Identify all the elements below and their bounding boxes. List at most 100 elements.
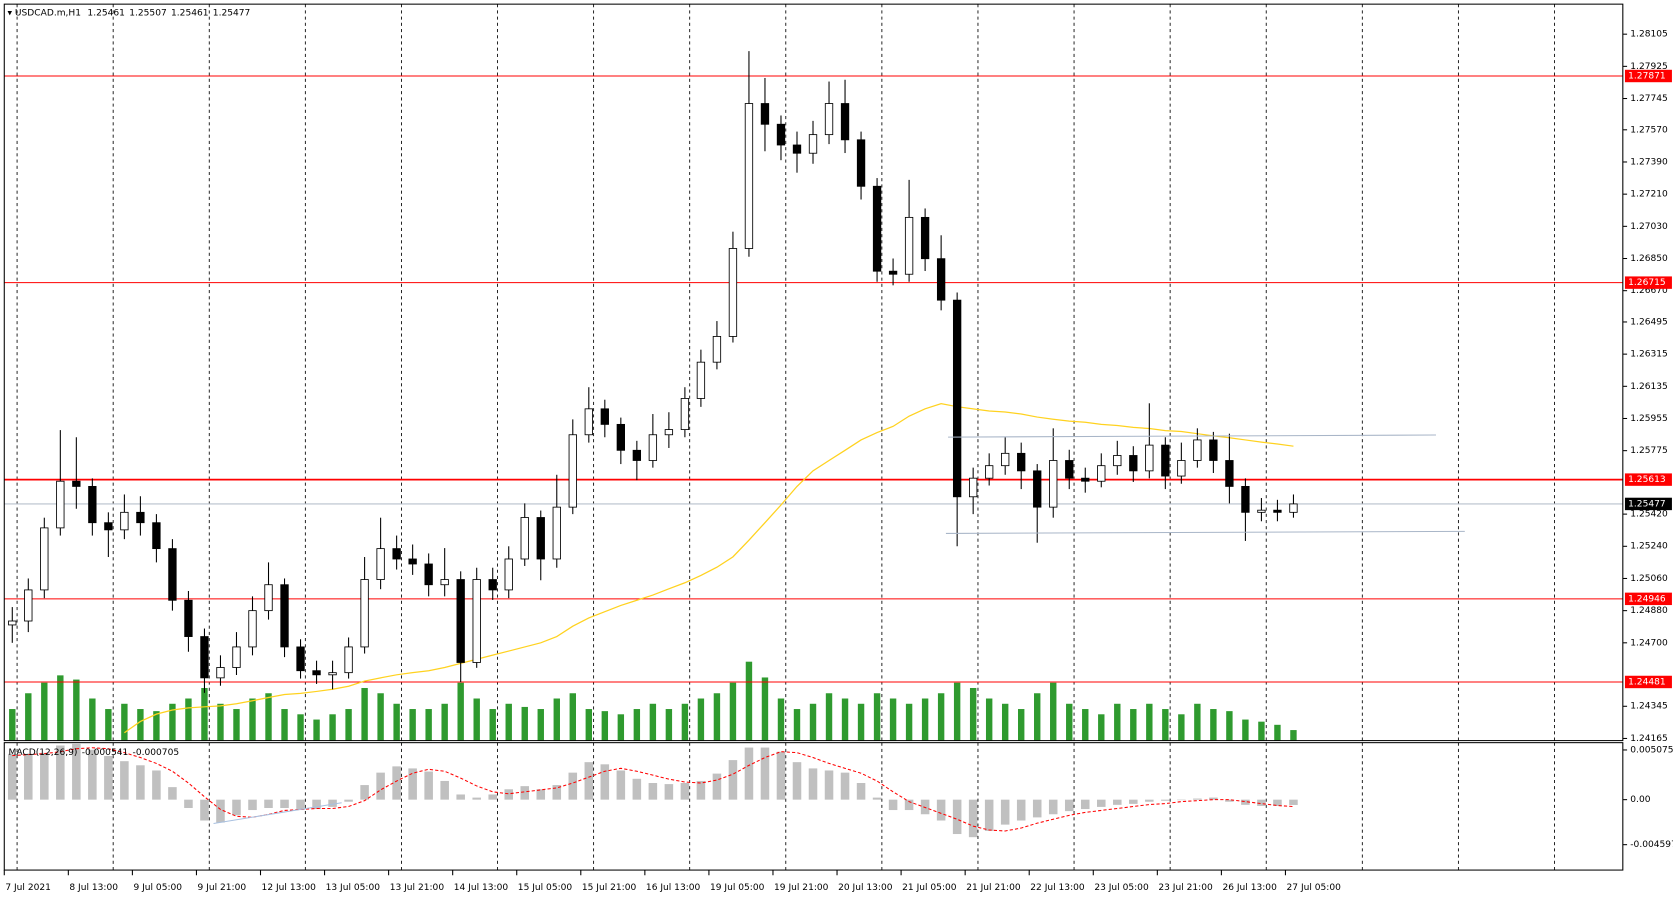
volume-bar	[953, 682, 961, 741]
y-tick-label: 1.25420	[1630, 510, 1668, 520]
candle-body	[104, 522, 113, 531]
macd-bar	[328, 799, 337, 807]
volume-bar	[233, 709, 240, 741]
x-tick-label: 13 Jul 21:00	[390, 883, 445, 893]
volume-bar	[761, 677, 769, 741]
candle-body	[56, 480, 65, 529]
macd-bar	[776, 751, 786, 800]
level-label: 1.24481	[1628, 678, 1666, 688]
volume-bar	[345, 709, 352, 741]
y-tick-label: -0.004597	[1630, 840, 1673, 850]
candle-body	[392, 548, 401, 560]
volume-bar	[937, 693, 945, 741]
candle-body	[264, 584, 273, 612]
volume-bar	[713, 693, 721, 741]
x-tick-label: 8 Jul 13:00	[69, 883, 118, 893]
macd-bar	[56, 745, 65, 800]
x-tick-label: 12 Jul 13:00	[262, 883, 317, 893]
candle-body	[200, 636, 209, 679]
candle-body	[520, 517, 529, 560]
candle-body	[952, 299, 962, 498]
macd-bar	[504, 789, 514, 800]
y-tick-label: 1.27925	[1630, 62, 1668, 72]
volume-bar	[1017, 709, 1025, 741]
candle-body	[1097, 465, 1106, 482]
volume-bar	[1242, 719, 1249, 741]
level-label: 1.27871	[1628, 72, 1666, 82]
macd-bar	[1289, 799, 1298, 805]
candle-body	[1193, 439, 1202, 461]
macd-bar	[104, 755, 113, 800]
level-label-box	[1624, 473, 1672, 486]
volume-bar	[793, 709, 801, 741]
level-label-box	[1624, 276, 1672, 289]
macd-bar	[696, 780, 706, 800]
y-tick-label: 1.24880	[1630, 606, 1668, 616]
macd-bar	[936, 799, 946, 821]
macd-bar	[584, 762, 594, 800]
price-panel	[4, 51, 1623, 741]
macd-bar	[1177, 799, 1186, 801]
candle-body	[1161, 444, 1170, 477]
volume-bar	[73, 679, 80, 741]
macd-bar	[1273, 799, 1282, 806]
macd-bar	[1241, 799, 1250, 805]
volume-bar	[585, 709, 593, 741]
candle-body	[344, 646, 353, 674]
current-price-box	[1624, 497, 1672, 511]
candle-body	[472, 579, 481, 663]
volume-bar	[265, 693, 272, 741]
candle-body	[792, 144, 802, 154]
header-open: 1.25461	[87, 8, 125, 18]
macd-bar	[1080, 799, 1090, 810]
macd-bar	[1064, 799, 1074, 812]
candle-body	[808, 134, 818, 154]
y-tick-label: 1.26315	[1630, 350, 1668, 360]
macd-bar	[8, 753, 17, 800]
volume-bar	[505, 703, 512, 741]
candle-body	[1241, 485, 1250, 513]
x-tick-label: 14 Jul 13:00	[454, 883, 509, 893]
x-tick-label: 22 Jul 13:00	[1030, 883, 1085, 893]
volume-bar	[633, 709, 641, 741]
volume-bar	[393, 703, 400, 741]
volume-bar	[185, 698, 192, 741]
macd-bar	[344, 799, 353, 802]
header-close: 1.25477	[213, 8, 251, 18]
candle-body	[1289, 503, 1298, 513]
candle-body	[904, 216, 914, 275]
volume-bar	[249, 698, 256, 741]
macd-bar	[824, 770, 834, 800]
macd-bar	[1129, 799, 1138, 804]
candle-body	[664, 429, 674, 436]
volume-bar	[201, 687, 208, 741]
macd-bar	[616, 770, 626, 800]
macd-bar	[872, 797, 882, 800]
macd-bar	[552, 785, 562, 800]
volume-bar	[1290, 730, 1297, 741]
y-tick-label: 1.24165	[1630, 734, 1668, 744]
candle-body	[760, 103, 770, 125]
candle-body	[680, 398, 690, 430]
level-label: 1.24946	[1628, 594, 1666, 604]
macd-bar	[1193, 798, 1202, 800]
volume-bar	[601, 711, 609, 741]
volume-bar	[777, 698, 785, 741]
macd-bar	[424, 771, 433, 800]
volume-bar	[697, 698, 705, 741]
y-tick-label: 1.24345	[1630, 702, 1668, 712]
volume-bar	[649, 703, 657, 741]
volume-bar	[921, 698, 929, 741]
volume-bar	[553, 698, 560, 741]
macd-bar	[632, 778, 642, 800]
macd-bar	[136, 765, 145, 800]
candle-body	[232, 646, 241, 668]
macd-title: MACD(12,26,9)	[9, 748, 78, 758]
macd-bar	[664, 784, 674, 800]
macd-bar	[376, 772, 385, 800]
candle-body	[1033, 470, 1042, 508]
y-tick-label: 1.28105	[1630, 30, 1668, 40]
volume-bar	[1258, 721, 1265, 741]
macd-bar	[952, 799, 962, 835]
